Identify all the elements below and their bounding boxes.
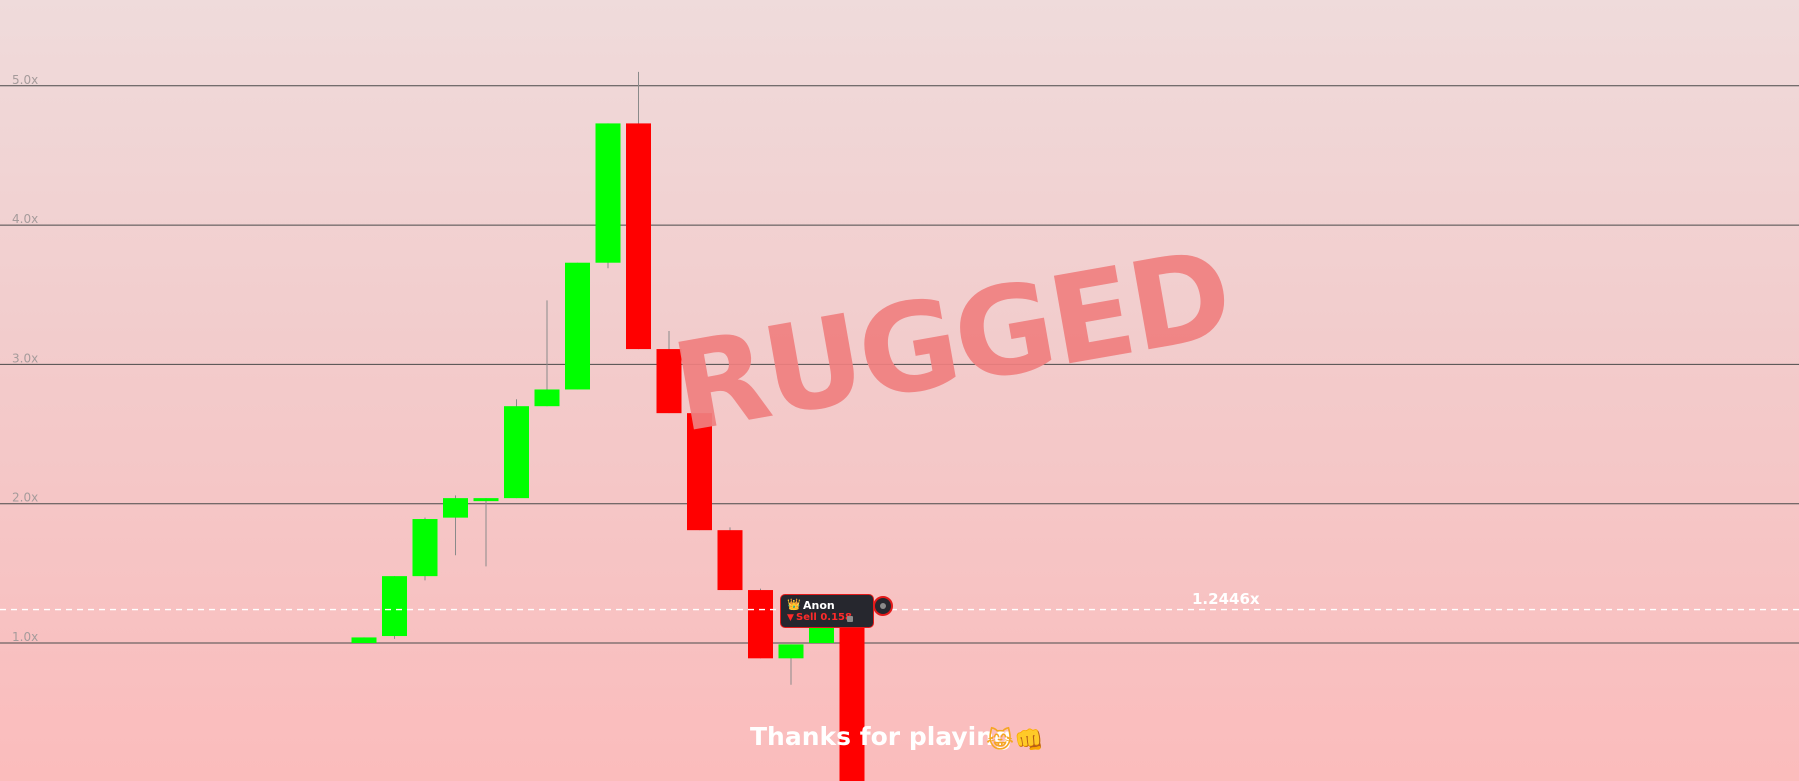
candle-body xyxy=(412,519,438,577)
candles xyxy=(351,71,865,781)
trade-marker-tag[interactable]: 👑 Anon ▼ Sell 0.158 xyxy=(780,594,874,628)
laughing-cat-fist-emojis: 😹👊 xyxy=(986,726,1044,754)
candle-body xyxy=(717,530,743,591)
candle-body xyxy=(351,637,377,643)
candle-body xyxy=(687,413,712,531)
token-icon xyxy=(847,616,853,622)
y-axis-ticks: 1.0x 2.0x 3.0x 4.0x 5.0x xyxy=(12,73,38,644)
y-tick-label: 5.0x xyxy=(12,73,38,87)
candle-body xyxy=(443,498,468,518)
thanks-message: Thanks for playing xyxy=(750,722,1012,751)
candle-body xyxy=(778,644,804,659)
candle-body xyxy=(595,123,621,263)
candle-body xyxy=(473,498,499,502)
current-price-label: 1.2446x xyxy=(1192,590,1260,608)
y-tick-label: 1.0x xyxy=(12,630,38,644)
trade-marker-dot[interactable] xyxy=(873,596,893,616)
candle-body xyxy=(656,349,682,414)
y-tick-label: 4.0x xyxy=(12,212,38,226)
trade-action: Sell 0.158 xyxy=(796,612,852,623)
candle-body xyxy=(534,389,560,407)
crown-icon: 👑 xyxy=(787,598,801,611)
candle-body xyxy=(565,262,590,390)
candle-body xyxy=(809,623,834,643)
trade-username: Anon xyxy=(803,599,835,612)
y-tick-label: 3.0x xyxy=(12,351,38,365)
candle-body xyxy=(382,576,407,637)
y-tick-label: 2.0x xyxy=(12,491,38,505)
candle-body xyxy=(839,606,865,781)
candle-body xyxy=(504,406,529,499)
grid-lines xyxy=(0,85,1799,644)
candle-body xyxy=(626,123,651,350)
candle-body xyxy=(748,590,773,659)
sell-arrow-icon: ▼ xyxy=(787,613,794,623)
